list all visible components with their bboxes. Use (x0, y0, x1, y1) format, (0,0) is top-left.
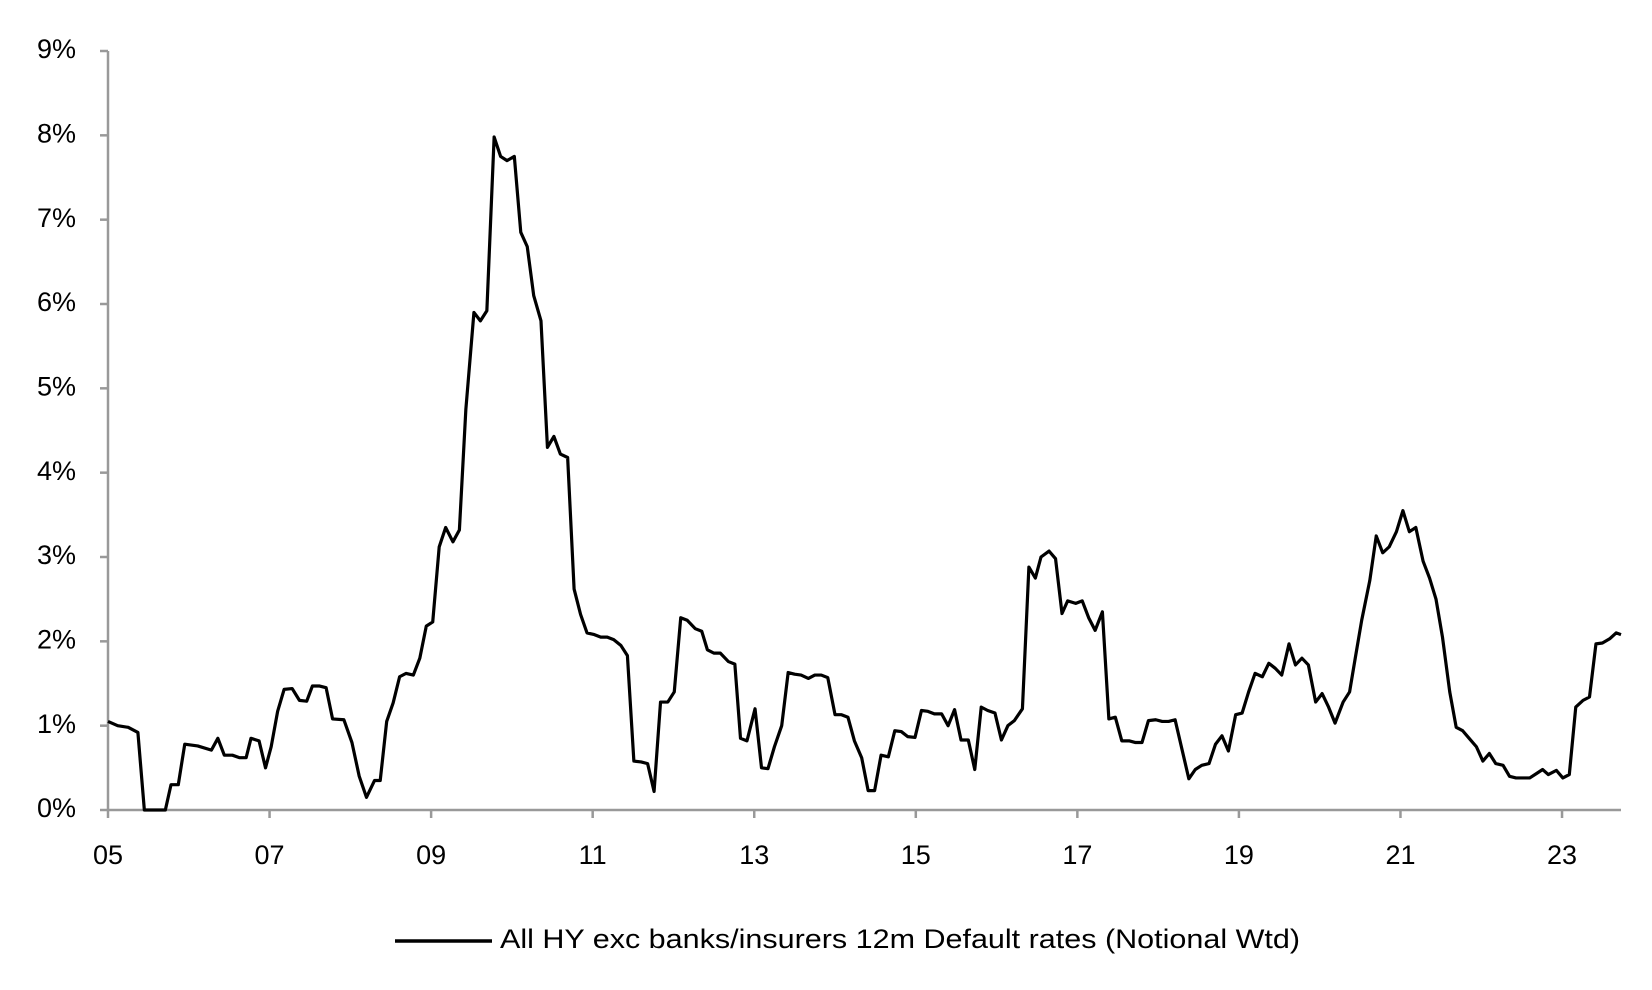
y-tick-label: 8% (37, 118, 76, 148)
x-tick-label: 09 (416, 840, 446, 870)
line-series (107, 135, 1622, 812)
x-tick-label: 11 (579, 840, 607, 870)
y-tick-label: 9% (37, 34, 76, 64)
x-tick-label: 19 (1224, 840, 1254, 870)
y-tick-label: 7% (37, 203, 76, 233)
y-tick-label: 2% (37, 624, 76, 654)
y-tick-label: 0% (37, 793, 76, 823)
y-tick-label: 5% (37, 371, 76, 401)
y-tick-label: 6% (37, 287, 76, 317)
y-tick-label: 1% (37, 709, 76, 739)
x-tick-label: 15 (901, 840, 931, 870)
x-tick-label: 05 (93, 840, 123, 870)
x-tick-label: 13 (739, 840, 769, 870)
y-tick-label: 4% (37, 456, 76, 486)
x-tick-label: 21 (1385, 840, 1415, 870)
y-tick-label: 3% (37, 540, 76, 570)
x-tick-label: 17 (1062, 840, 1092, 870)
x-tick-label: 23 (1547, 840, 1577, 870)
legend-label: All HY exc banks/insurers 12m Default ra… (500, 924, 1300, 954)
x-tick-label: 07 (255, 840, 285, 870)
